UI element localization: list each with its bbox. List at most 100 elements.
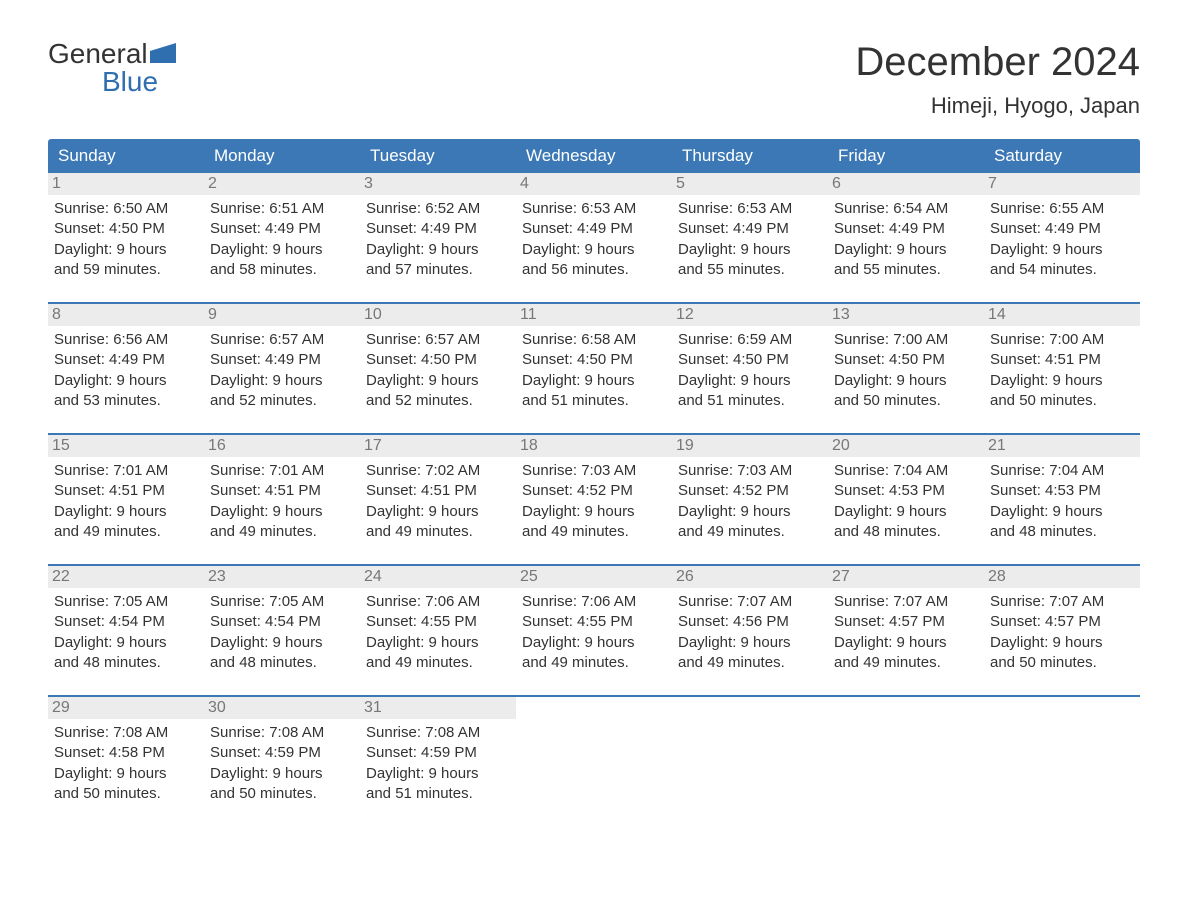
day-cell: . xyxy=(984,697,1140,822)
daylight-line-2: and 48 minutes. xyxy=(990,522,1134,542)
daylight-line-2: and 48 minutes. xyxy=(54,653,198,673)
sunset-line: Sunset: 4:58 PM xyxy=(54,743,198,763)
daylight-line-1: Daylight: 9 hours xyxy=(366,371,510,391)
daylight-line-2: and 55 minutes. xyxy=(834,260,978,280)
day-number: 17 xyxy=(360,435,516,457)
day-number: 15 xyxy=(48,435,204,457)
daylight-line-1: Daylight: 9 hours xyxy=(834,502,978,522)
day-cell: 16Sunrise: 7:01 AMSunset: 4:51 PMDayligh… xyxy=(204,435,360,560)
day-number: 14 xyxy=(984,304,1140,326)
dow-tuesday: Tuesday xyxy=(360,139,516,173)
daylight-line-2: and 49 minutes. xyxy=(522,522,666,542)
day-cell: 17Sunrise: 7:02 AMSunset: 4:51 PMDayligh… xyxy=(360,435,516,560)
sunset-line: Sunset: 4:54 PM xyxy=(54,612,198,632)
sunrise-line: Sunrise: 6:57 AM xyxy=(210,330,354,350)
sunrise-line: Sunrise: 6:56 AM xyxy=(54,330,198,350)
day-cell: 21Sunrise: 7:04 AMSunset: 4:53 PMDayligh… xyxy=(984,435,1140,560)
sunrise-line: Sunrise: 7:03 AM xyxy=(678,461,822,481)
day-number: 3 xyxy=(360,173,516,195)
sunset-line: Sunset: 4:51 PM xyxy=(54,481,198,501)
day-number: 30 xyxy=(204,697,360,719)
daylight-line-2: and 50 minutes. xyxy=(210,784,354,804)
day-cell: 18Sunrise: 7:03 AMSunset: 4:52 PMDayligh… xyxy=(516,435,672,560)
daylight-line-1: Daylight: 9 hours xyxy=(522,240,666,260)
flag-icon xyxy=(150,40,176,68)
sunrise-line: Sunrise: 6:50 AM xyxy=(54,199,198,219)
sunrise-line: Sunrise: 7:04 AM xyxy=(834,461,978,481)
sunrise-line: Sunrise: 7:05 AM xyxy=(54,592,198,612)
daylight-line-1: Daylight: 9 hours xyxy=(834,633,978,653)
daylight-line-1: Daylight: 9 hours xyxy=(990,240,1134,260)
sunrise-line: Sunrise: 7:05 AM xyxy=(210,592,354,612)
sunset-line: Sunset: 4:51 PM xyxy=(210,481,354,501)
daylight-line-1: Daylight: 9 hours xyxy=(366,633,510,653)
day-number: 4 xyxy=(516,173,672,195)
daylight-line-2: and 49 minutes. xyxy=(366,653,510,673)
day-cell: 26Sunrise: 7:07 AMSunset: 4:56 PMDayligh… xyxy=(672,566,828,691)
day-cell: 3Sunrise: 6:52 AMSunset: 4:49 PMDaylight… xyxy=(360,173,516,298)
sunset-line: Sunset: 4:57 PM xyxy=(834,612,978,632)
daylight-line-2: and 51 minutes. xyxy=(522,391,666,411)
day-number: 5 xyxy=(672,173,828,195)
day-number: 21 xyxy=(984,435,1140,457)
day-cell: 27Sunrise: 7:07 AMSunset: 4:57 PMDayligh… xyxy=(828,566,984,691)
week-row: 8Sunrise: 6:56 AMSunset: 4:49 PMDaylight… xyxy=(48,302,1140,429)
day-cell: 22Sunrise: 7:05 AMSunset: 4:54 PMDayligh… xyxy=(48,566,204,691)
weeks-container: 1Sunrise: 6:50 AMSunset: 4:50 PMDaylight… xyxy=(48,173,1140,822)
daylight-line-1: Daylight: 9 hours xyxy=(210,240,354,260)
sunrise-line: Sunrise: 6:53 AM xyxy=(678,199,822,219)
logo-text-blue: Blue xyxy=(48,68,176,96)
calendar: SundayMondayTuesdayWednesdayThursdayFrid… xyxy=(48,139,1140,822)
day-number: 9 xyxy=(204,304,360,326)
daylight-line-1: Daylight: 9 hours xyxy=(366,240,510,260)
daylight-line-2: and 49 minutes. xyxy=(366,522,510,542)
sunrise-line: Sunrise: 7:07 AM xyxy=(678,592,822,612)
day-number: 6 xyxy=(828,173,984,195)
week-row: 22Sunrise: 7:05 AMSunset: 4:54 PMDayligh… xyxy=(48,564,1140,691)
daylight-line-2: and 50 minutes. xyxy=(990,391,1134,411)
day-cell: 9Sunrise: 6:57 AMSunset: 4:49 PMDaylight… xyxy=(204,304,360,429)
daylight-line-1: Daylight: 9 hours xyxy=(54,502,198,522)
day-number: 10 xyxy=(360,304,516,326)
sunset-line: Sunset: 4:56 PM xyxy=(678,612,822,632)
day-number: 27 xyxy=(828,566,984,588)
sunrise-line: Sunrise: 7:03 AM xyxy=(522,461,666,481)
daylight-line-1: Daylight: 9 hours xyxy=(990,502,1134,522)
day-cell: 5Sunrise: 6:53 AMSunset: 4:49 PMDaylight… xyxy=(672,173,828,298)
sunset-line: Sunset: 4:49 PM xyxy=(678,219,822,239)
daylight-line-1: Daylight: 9 hours xyxy=(678,502,822,522)
sunrise-line: Sunrise: 6:59 AM xyxy=(678,330,822,350)
sunrise-line: Sunrise: 7:00 AM xyxy=(834,330,978,350)
sunset-line: Sunset: 4:51 PM xyxy=(366,481,510,501)
daylight-line-2: and 48 minutes. xyxy=(210,653,354,673)
day-cell: 11Sunrise: 6:58 AMSunset: 4:50 PMDayligh… xyxy=(516,304,672,429)
sunrise-line: Sunrise: 7:08 AM xyxy=(210,723,354,743)
day-cell: 2Sunrise: 6:51 AMSunset: 4:49 PMDaylight… xyxy=(204,173,360,298)
daylight-line-1: Daylight: 9 hours xyxy=(54,371,198,391)
sunset-line: Sunset: 4:49 PM xyxy=(366,219,510,239)
daylight-line-2: and 52 minutes. xyxy=(210,391,354,411)
day-cell: 13Sunrise: 7:00 AMSunset: 4:50 PMDayligh… xyxy=(828,304,984,429)
daylight-line-1: Daylight: 9 hours xyxy=(834,240,978,260)
sunrise-line: Sunrise: 6:53 AM xyxy=(522,199,666,219)
day-cell: 8Sunrise: 6:56 AMSunset: 4:49 PMDaylight… xyxy=(48,304,204,429)
sunset-line: Sunset: 4:50 PM xyxy=(522,350,666,370)
day-number: 26 xyxy=(672,566,828,588)
daylight-line-2: and 55 minutes. xyxy=(678,260,822,280)
daylight-line-2: and 51 minutes. xyxy=(366,784,510,804)
sunrise-line: Sunrise: 6:58 AM xyxy=(522,330,666,350)
sunset-line: Sunset: 4:51 PM xyxy=(990,350,1134,370)
day-number: 29 xyxy=(48,697,204,719)
sunrise-line: Sunrise: 7:00 AM xyxy=(990,330,1134,350)
sunset-line: Sunset: 4:55 PM xyxy=(522,612,666,632)
location: Himeji, Hyogo, Japan xyxy=(855,93,1140,119)
sunrise-line: Sunrise: 7:02 AM xyxy=(366,461,510,481)
header: General Blue December 2024 Himeji, Hyogo… xyxy=(48,40,1140,119)
daylight-line-2: and 58 minutes. xyxy=(210,260,354,280)
day-number: 25 xyxy=(516,566,672,588)
day-number: 28 xyxy=(984,566,1140,588)
dow-thursday: Thursday xyxy=(672,139,828,173)
daylight-line-1: Daylight: 9 hours xyxy=(522,371,666,391)
day-cell: 28Sunrise: 7:07 AMSunset: 4:57 PMDayligh… xyxy=(984,566,1140,691)
day-cell: 1Sunrise: 6:50 AMSunset: 4:50 PMDaylight… xyxy=(48,173,204,298)
